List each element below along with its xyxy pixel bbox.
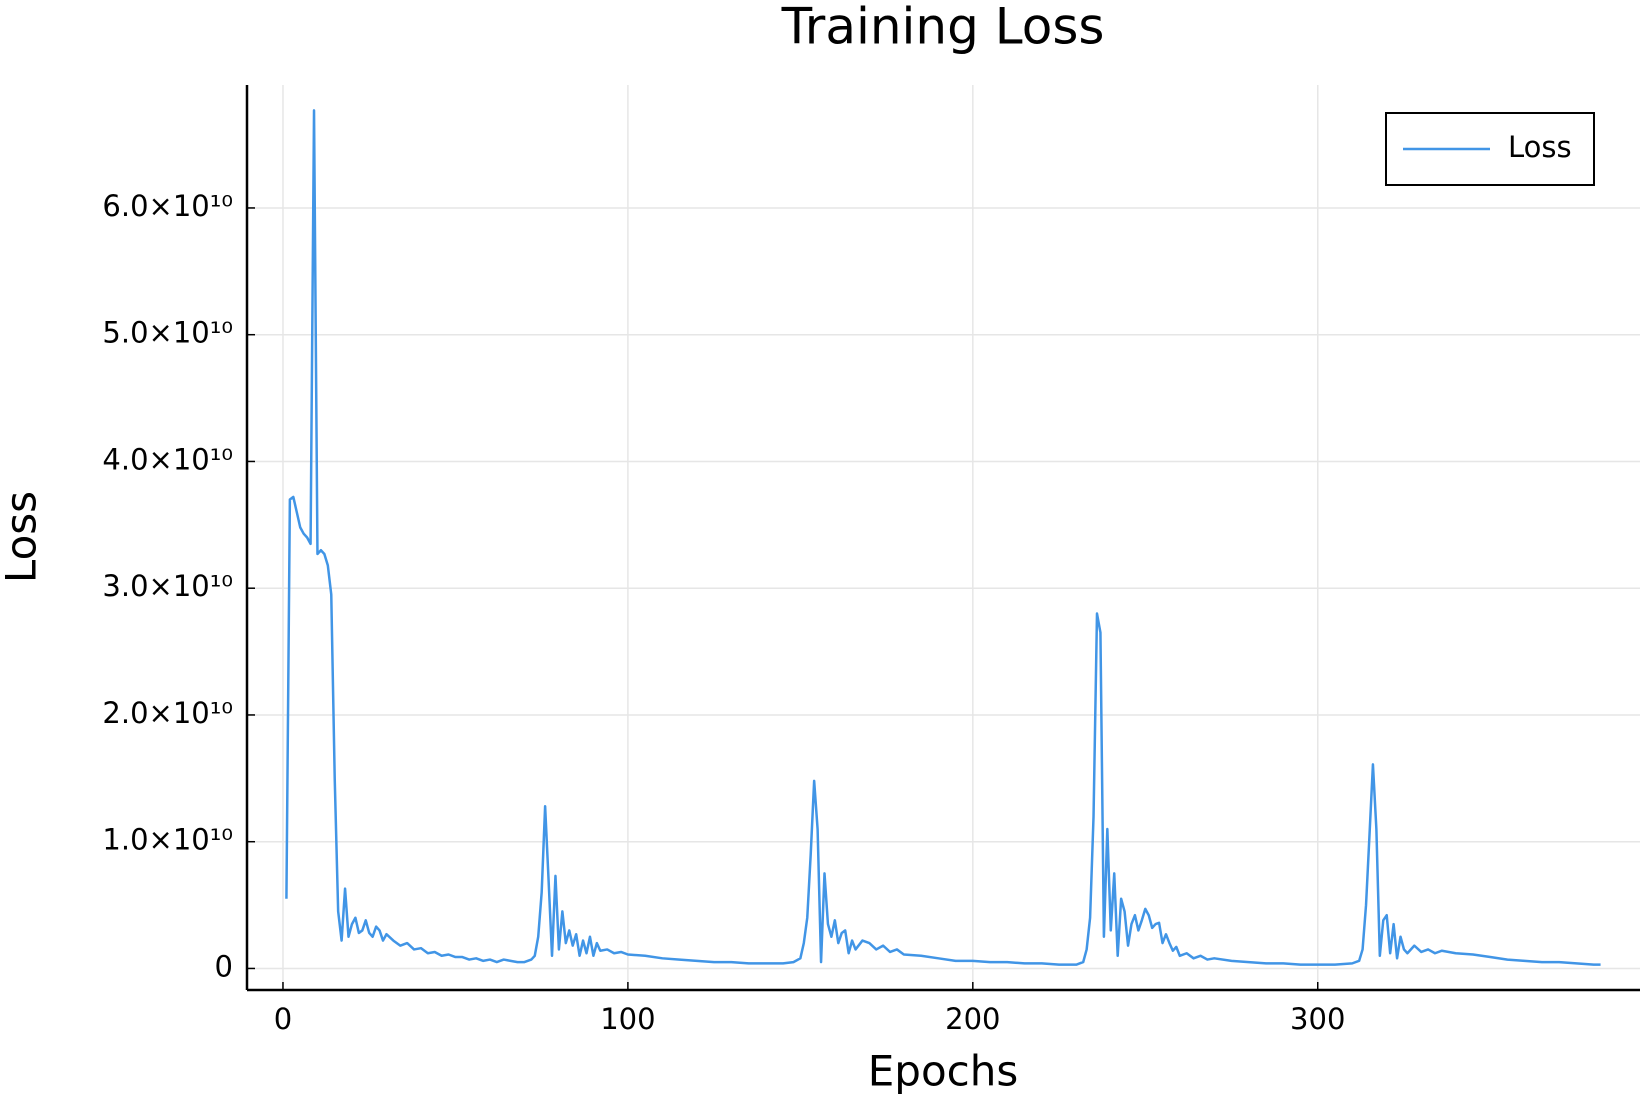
y-tick-label: 3.0×10¹⁰: [102, 569, 233, 603]
x-tick-label: 0: [274, 1002, 292, 1036]
y-tick-label: 0: [215, 949, 233, 983]
y-tick-label: 6.0×10¹⁰: [102, 189, 233, 223]
x-tick-label: 200: [945, 1002, 1000, 1036]
y-tick-label: 2.0×10¹⁰: [102, 696, 233, 730]
y-axis-label: Loss: [0, 491, 46, 583]
x-axis-label: Epochs: [868, 1047, 1019, 1096]
y-tick-label: 4.0×10¹⁰: [102, 442, 233, 476]
loss-line: [285, 109, 1601, 966]
legend-label: Loss: [1508, 130, 1572, 164]
y-tick-label: 1.0×10¹⁰: [102, 823, 233, 857]
chart-title: Training Loss: [781, 0, 1105, 56]
y-tick-label: 5.0×10¹⁰: [102, 316, 233, 350]
x-tick-label: 300: [1290, 1002, 1345, 1036]
x-tick-label: 100: [600, 1002, 655, 1036]
